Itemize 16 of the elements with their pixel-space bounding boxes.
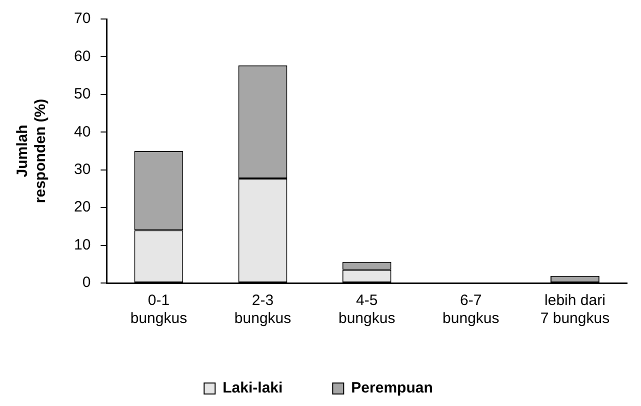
y-tick-label: 20 — [74, 198, 91, 216]
legend-label: Perempuan — [351, 380, 433, 397]
y-tick-label: 10 — [74, 236, 91, 254]
x-tick-label: lebih dari 7 bungkus — [540, 292, 610, 328]
y-tick-label: 50 — [74, 86, 91, 103]
x-tick-label: 6-7 bungkus — [442, 292, 500, 328]
legend-label: Laki-laki — [222, 380, 283, 397]
y-tick-label: 40 — [74, 123, 91, 140]
y-tick-label: 0 — [82, 274, 91, 292]
x-tick-label: 0-1 bungkus — [130, 292, 188, 328]
y-tick-label: 70 — [74, 10, 91, 28]
y-tick-label: 30 — [74, 161, 91, 178]
x-tick-label: 4-5 bungkus — [338, 292, 396, 328]
y-axis-title: Jumlah responden (%) — [14, 98, 50, 204]
y-tick-label: 60 — [74, 48, 91, 65]
x-tick-label: 2-3 bungkus — [234, 292, 292, 328]
